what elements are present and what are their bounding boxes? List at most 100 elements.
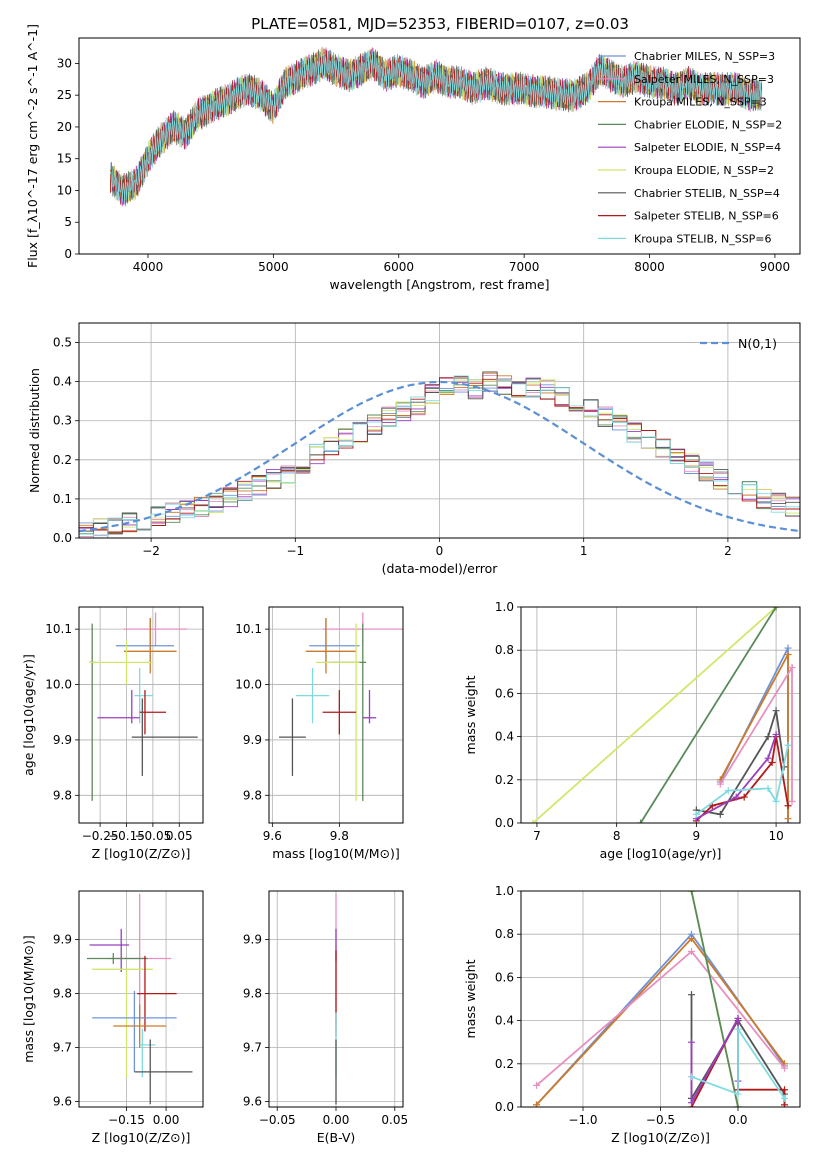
- x-axis-label: wavelength [Angstrom, rest frame]: [329, 277, 549, 292]
- weight-marker: [784, 815, 792, 823]
- weight-marker: [781, 1094, 788, 1102]
- weight-marker: [781, 1101, 788, 1107]
- weight-marker: [768, 759, 776, 767]
- y-tick-label: 0.2: [53, 453, 72, 467]
- x-tick-label: 1: [580, 544, 588, 558]
- panel-mass-weight-vs-age: 7 8 9 10 0.0 0.2 0.4 0.6 0.8 1.0 age [log10(age/yr…: [463, 600, 801, 861]
- x-tick-label: −1: [286, 544, 304, 558]
- legend-label: Chabrier ELODIE, N_SSP=2: [634, 118, 782, 131]
- y-axis-label: age [log10(age/yr)]: [21, 654, 36, 776]
- legend-label: Salpeter ELODIE, N_SSP=4: [634, 141, 781, 154]
- y-tick-label: 0.1: [53, 492, 72, 506]
- x-tick-label: 6000: [383, 260, 414, 274]
- y-tick-label: 0.6: [495, 686, 514, 700]
- legend-label: N(0,1): [738, 336, 777, 351]
- weight-marker: [734, 1103, 742, 1107]
- y-tick-label: 9.8: [243, 987, 262, 1001]
- legend-label: Chabrier MILES, N_SSP=3: [634, 50, 775, 63]
- axes-frame: [520, 606, 801, 824]
- y-tick-label: 1.0: [495, 600, 514, 614]
- y-tick-label: 10.1: [45, 622, 72, 636]
- legend-label: Salpeter STELIB, N_SSP=6: [634, 210, 779, 223]
- x-tick-label: −0.5: [646, 1113, 675, 1127]
- y-tick-label: 0.8: [495, 927, 514, 941]
- histogram-step: [79, 377, 800, 531]
- x-axis-label: (data-model)/error: [382, 561, 499, 576]
- x-tick-label: −0.05: [134, 829, 171, 843]
- y-axis-label: mass weight: [463, 959, 478, 1038]
- y-tick-label: 9.7: [53, 1041, 72, 1055]
- histogram-step: [79, 371, 800, 535]
- weight-marker: [772, 730, 780, 738]
- x-tick-label: 0: [436, 544, 444, 558]
- y-tick-label: 9.8: [53, 788, 72, 802]
- histogram-step: [79, 379, 800, 532]
- weight-line: [639, 607, 777, 823]
- weight-marker: [692, 810, 700, 818]
- weight-marker: [734, 1090, 742, 1098]
- weight-marker: [688, 1073, 695, 1081]
- legend-label: Chabrier STELIB, N_SSP=4: [634, 187, 780, 200]
- legend-label: Kroupa MILES, N_SSP=3: [634, 96, 767, 109]
- weight-line: [690, 1017, 739, 1104]
- axes-frame: [78, 606, 204, 824]
- y-tick-label: 9.8: [53, 987, 72, 1001]
- weight-line: [695, 734, 777, 820]
- x-tick-label: 10: [768, 829, 783, 843]
- histogram-step: [79, 378, 800, 535]
- weight-marker: [734, 1014, 742, 1022]
- y-tick-label: 5: [64, 215, 72, 229]
- y-tick-label: 15: [57, 152, 72, 166]
- x-tick-label: −0.15: [108, 1113, 145, 1127]
- weight-line: [532, 607, 777, 823]
- weight-marker: [772, 707, 780, 715]
- plot-area: [529, 607, 796, 823]
- histogram-step: [79, 376, 800, 533]
- y-tick-label: 0.4: [495, 1014, 514, 1028]
- weight-marker: [788, 797, 796, 805]
- y-tick-label: 10.0: [45, 678, 72, 692]
- weight-marker: [772, 607, 780, 611]
- weight-line: [691, 1026, 786, 1099]
- weight-marker: [533, 1081, 540, 1089]
- weight-marker: [772, 797, 780, 805]
- y-tick-label: 0.2: [495, 1057, 514, 1071]
- y-tick-label: 0: [64, 247, 72, 261]
- x-tick-label: 9: [693, 829, 701, 843]
- y-tick-label: 9.9: [243, 733, 262, 747]
- legend-label: Salpeter MILES, N_SSP=3: [634, 73, 774, 86]
- x-tick-label: 0.05: [381, 1113, 408, 1127]
- weight-marker: [784, 644, 792, 652]
- histogram-step: [79, 374, 800, 537]
- y-tick-label: 1.0: [495, 884, 514, 898]
- legend: Chabrier MILES, N_SSP=3 Salpeter MILES, N…: [598, 50, 782, 245]
- plot-area: [533, 891, 788, 1107]
- weight-marker: [533, 1101, 540, 1107]
- y-tick-label: 0.5: [53, 336, 72, 350]
- weight-marker: [781, 1086, 788, 1094]
- weight-marker: [724, 787, 732, 795]
- x-tick-label: −2: [142, 544, 160, 558]
- y-tick-label: 9.9: [53, 933, 72, 947]
- y-tick-label: 25: [57, 88, 72, 102]
- x-tick-label: 2: [724, 544, 732, 558]
- y-tick-label: 9.9: [53, 733, 72, 747]
- axes-frame: [268, 606, 404, 824]
- histogram-step: [79, 375, 800, 537]
- y-tick-label: 10.0: [235, 678, 262, 692]
- panel-mass-vs-Z: −0.15 0.00 9.6 9.7 9.8 9.9 Z [log10(Z/Z⊙)] mass…: [21, 890, 204, 1145]
- x-tick-label: 8000: [634, 260, 665, 274]
- y-axis-label: Normed distribution: [27, 368, 42, 493]
- x-tick-label: 0.00: [153, 1113, 180, 1127]
- normal-curve: [79, 380, 800, 533]
- histogram-step: [79, 379, 800, 538]
- weight-marker: [688, 947, 695, 955]
- x-tick-label: 9.6: [263, 829, 282, 843]
- plot-area: [86, 893, 193, 1105]
- plot-area: [79, 371, 800, 538]
- axes-frame: [78, 890, 204, 1108]
- weight-marker: [788, 663, 796, 671]
- y-tick-label: 9.6: [243, 1095, 262, 1109]
- legend-label: Kroupa ELODIE, N_SSP=2: [634, 164, 774, 177]
- spectrum-line: [109, 47, 763, 202]
